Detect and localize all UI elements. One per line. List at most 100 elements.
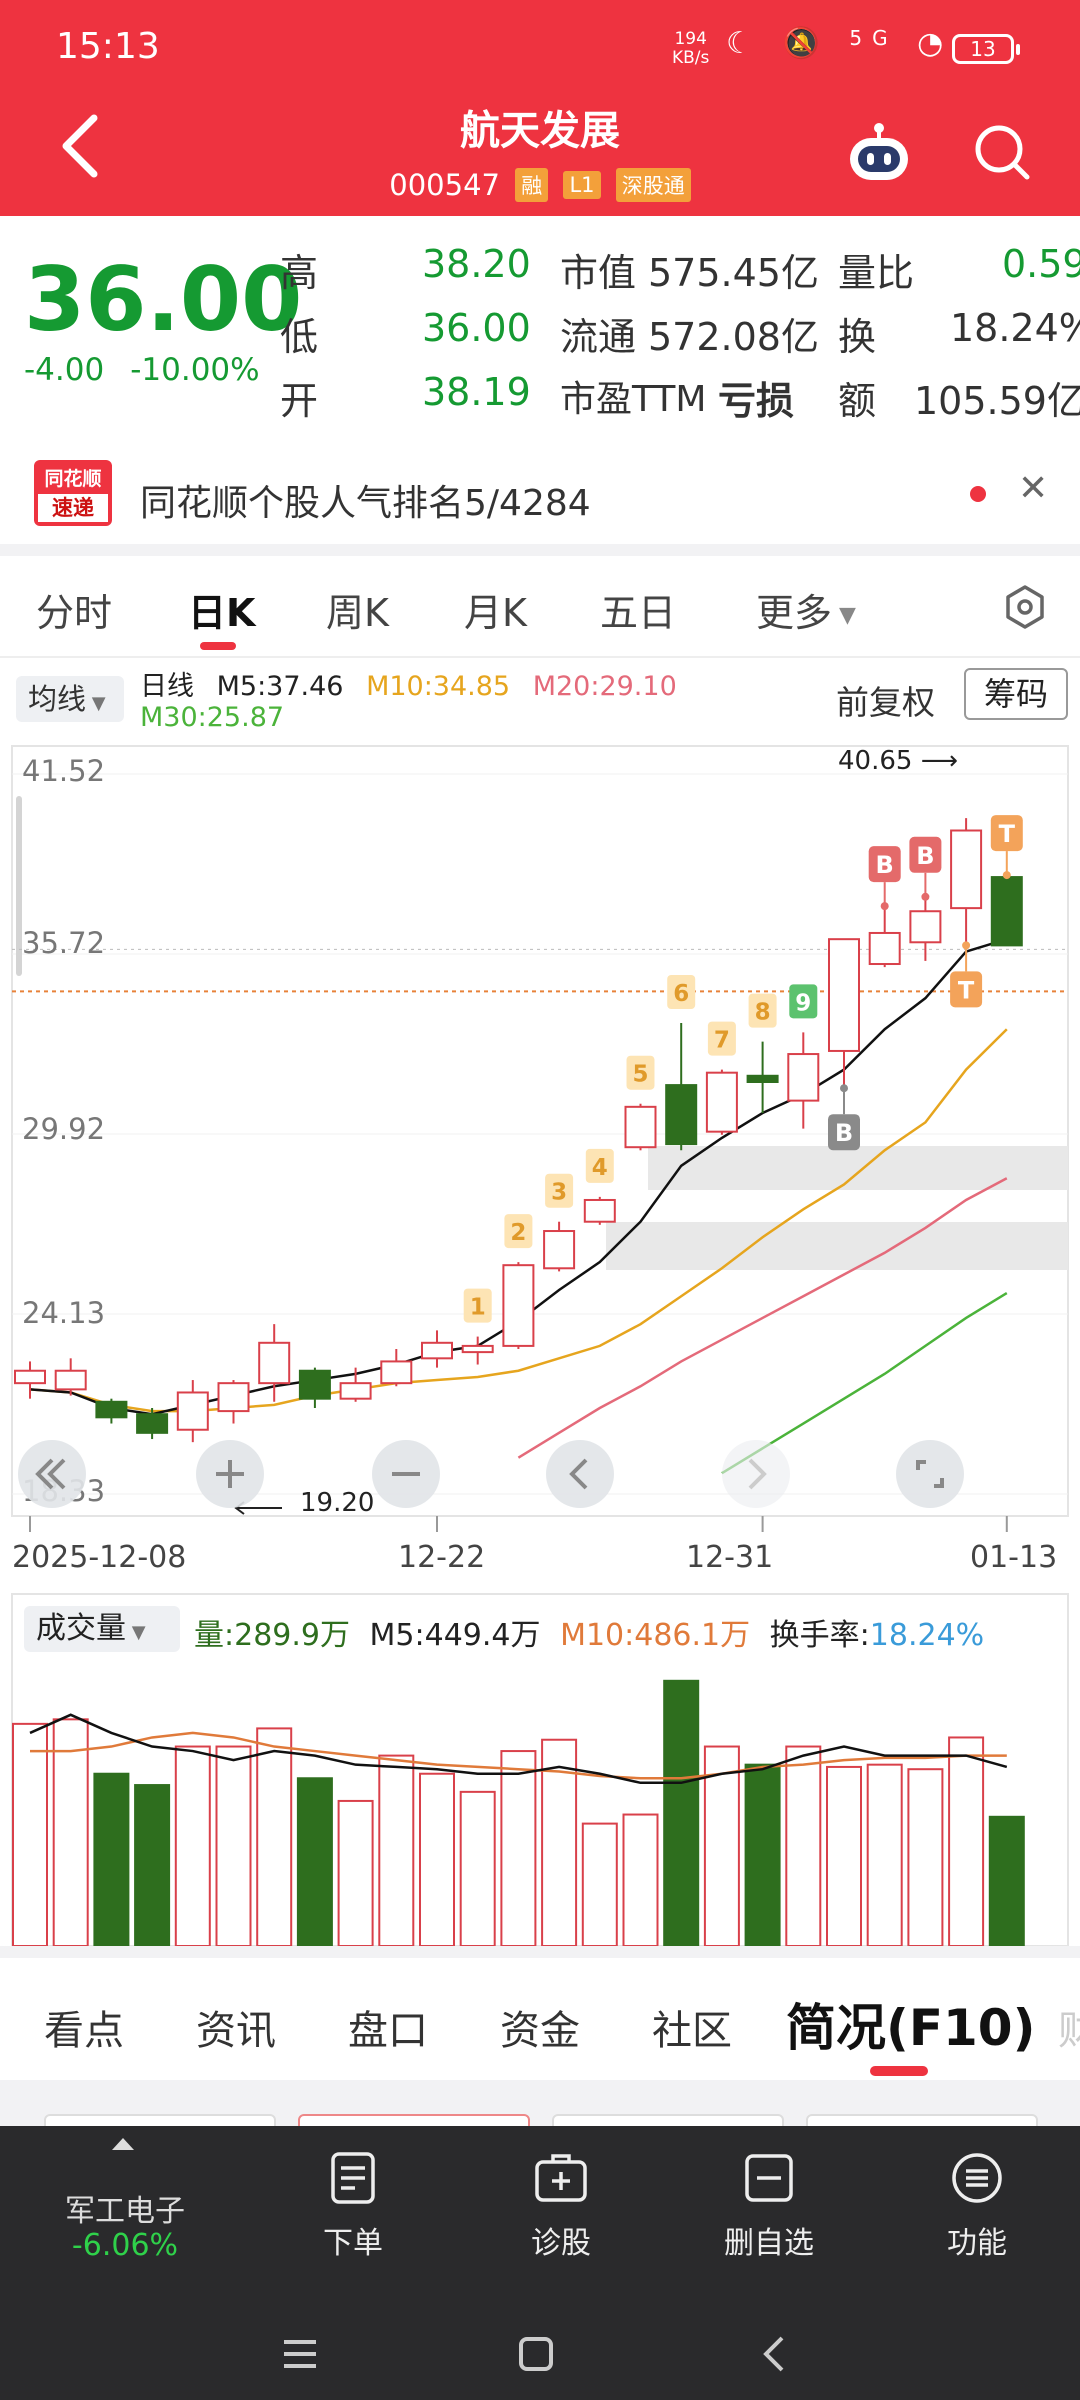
mktcap-value: 575.45亿	[648, 251, 819, 295]
functions-button[interactable]: 功能	[902, 2150, 1052, 2290]
count-marker-label: 6	[673, 981, 689, 1007]
candle-up	[624, 1105, 657, 1149]
candle-up	[380, 1360, 413, 1385]
volume-bar-up	[907, 1768, 944, 1947]
zone-band	[648, 1146, 1068, 1190]
tab-f10-profile[interactable]: 简况(F10)	[786, 1999, 1036, 2057]
volume-bar-up	[12, 1722, 48, 1948]
remove-square-icon	[745, 2154, 793, 2202]
chip-distribution-button[interactable]: 筹码	[964, 668, 1068, 720]
low-value: 36.00	[422, 306, 531, 350]
tab-orderbook[interactable]: 盘口	[348, 2008, 428, 2054]
scroll-right-button[interactable]	[722, 1440, 790, 1508]
tab-highlights[interactable]: 看点	[44, 2008, 124, 2054]
candle-up	[705, 1071, 738, 1133]
count-marker	[504, 1214, 533, 1249]
ma10-value: M10:34.85	[366, 671, 511, 702]
quote-panel: 36.00 -4.00 -10.00% 高 38.20 低 36.00 开 38.…	[0, 216, 1080, 444]
divider	[0, 1946, 1080, 1958]
home-icon[interactable]	[516, 2334, 556, 2374]
candle-up	[950, 829, 983, 910]
tab-community[interactable]: 社区	[652, 2008, 732, 2054]
price-adjust-toggle[interactable]: 前复权	[836, 683, 935, 722]
count-marker-label: 2	[510, 1220, 526, 1246]
change-percent: -10.00%	[130, 352, 260, 388]
scroll-to-start-button[interactable]	[18, 1440, 86, 1508]
connect-tag: 深股通	[615, 168, 691, 202]
remove-watchlist-button[interactable]: 删自选	[694, 2150, 844, 2290]
tab-more[interactable]: 更多 ▼	[756, 591, 856, 635]
news-bar[interactable]: 同花顺 速递 同花顺个股人气排名5/4284 ✕	[0, 444, 1080, 544]
period-tabs: 分时 日K 周K 月K 五日 更多 ▼	[0, 556, 1080, 656]
high-label: 高	[280, 251, 319, 295]
dropdown-caret-icon: ▼	[832, 603, 856, 628]
volume-ma10-line	[30, 1731, 1007, 1780]
sector-name[interactable]: 军工电子	[65, 2194, 185, 2229]
signal-marker	[909, 836, 942, 873]
menu-icon[interactable]	[280, 2334, 320, 2374]
stock-code-row: 000547 融 L1 深股通	[0, 166, 1080, 202]
settings-icon[interactable]	[1002, 584, 1048, 630]
turnover-rate-value: 18.24%	[869, 1618, 985, 1653]
tab-weekly[interactable]: 周K	[326, 591, 389, 635]
moon-icon: ☾	[726, 26, 763, 61]
volume-indicator-selector[interactable]: 成交量 ▼	[24, 1606, 180, 1652]
back-icon[interactable]	[754, 2334, 794, 2374]
candle-up	[339, 1382, 372, 1400]
wifi-icon: ◔	[917, 26, 954, 61]
volume-bar-down	[93, 1772, 130, 1947]
diagnose-button[interactable]: 诊股	[486, 2150, 636, 2290]
turnover-value: 18.24%	[950, 306, 1080, 350]
level1-tag: L1	[563, 171, 601, 199]
signal-dot	[840, 1084, 848, 1093]
fullscreen-button[interactable]	[896, 1440, 964, 1508]
candle-up	[583, 1198, 616, 1223]
news-logo: 同花顺 速递	[34, 460, 112, 526]
plus-icon	[216, 1460, 244, 1488]
candle-down	[746, 1074, 779, 1083]
ma-selector[interactable]: 均线 ▼	[16, 676, 124, 722]
zoom-in-button[interactable]	[196, 1440, 264, 1508]
count-marker	[707, 1021, 736, 1056]
volume-bar-up	[541, 1738, 578, 1947]
candle-down	[990, 876, 1023, 947]
tab-monthly[interactable]: 月K	[464, 591, 527, 635]
news-text[interactable]: 同花顺个股人气排名5/4284	[140, 483, 591, 524]
document-icon	[331, 2152, 375, 2204]
back-button[interactable]	[56, 112, 108, 180]
search-icon[interactable]	[972, 122, 1032, 182]
tab-daily[interactable]: 日K	[188, 591, 256, 635]
open-value: 38.19	[422, 370, 531, 414]
y-tick-label: 24.13	[22, 1296, 106, 1330]
section-tabs: 看点 资讯 盘口 资金 社区 简况(F10) 财	[0, 1958, 1080, 2078]
robot-assistant-icon[interactable]	[846, 122, 912, 184]
candle-up	[868, 931, 901, 966]
battery-icon: 13	[952, 34, 1020, 64]
tab-news[interactable]: 资讯	[196, 2008, 276, 2054]
tab-five-day[interactable]: 五日	[600, 591, 677, 635]
count-marker-label: 1	[470, 1295, 486, 1321]
signal-marker	[950, 971, 983, 1008]
order-button[interactable]: 下单	[278, 2150, 428, 2290]
scroll-left-button[interactable]	[546, 1440, 614, 1508]
candle-up	[217, 1382, 250, 1413]
minus-icon	[392, 1472, 420, 1476]
volume-bar-up	[256, 1727, 293, 1948]
price-change: -4.00 -10.00%	[24, 352, 260, 388]
candle-down	[298, 1369, 331, 1400]
tab-finance[interactable]: 财	[1058, 2008, 1080, 2054]
volume-bar-up	[826, 1765, 862, 1948]
zoom-out-button[interactable]	[372, 1440, 440, 1508]
bottom-dock	[0, 2126, 1080, 2304]
volume-bar-down	[663, 1679, 700, 1948]
volume-bar-down	[988, 1815, 1025, 1948]
y-tick-label: 41.52	[22, 754, 106, 788]
close-icon[interactable]: ✕	[1018, 468, 1049, 509]
mktcap-label: 市值	[560, 251, 637, 295]
candle-up	[54, 1369, 87, 1391]
tab-intraday[interactable]: 分时	[36, 591, 113, 635]
volume-bar-up	[174, 1745, 211, 1947]
chevron-left-icon	[569, 1458, 588, 1490]
tab-capital[interactable]: 资金	[500, 2008, 580, 2054]
